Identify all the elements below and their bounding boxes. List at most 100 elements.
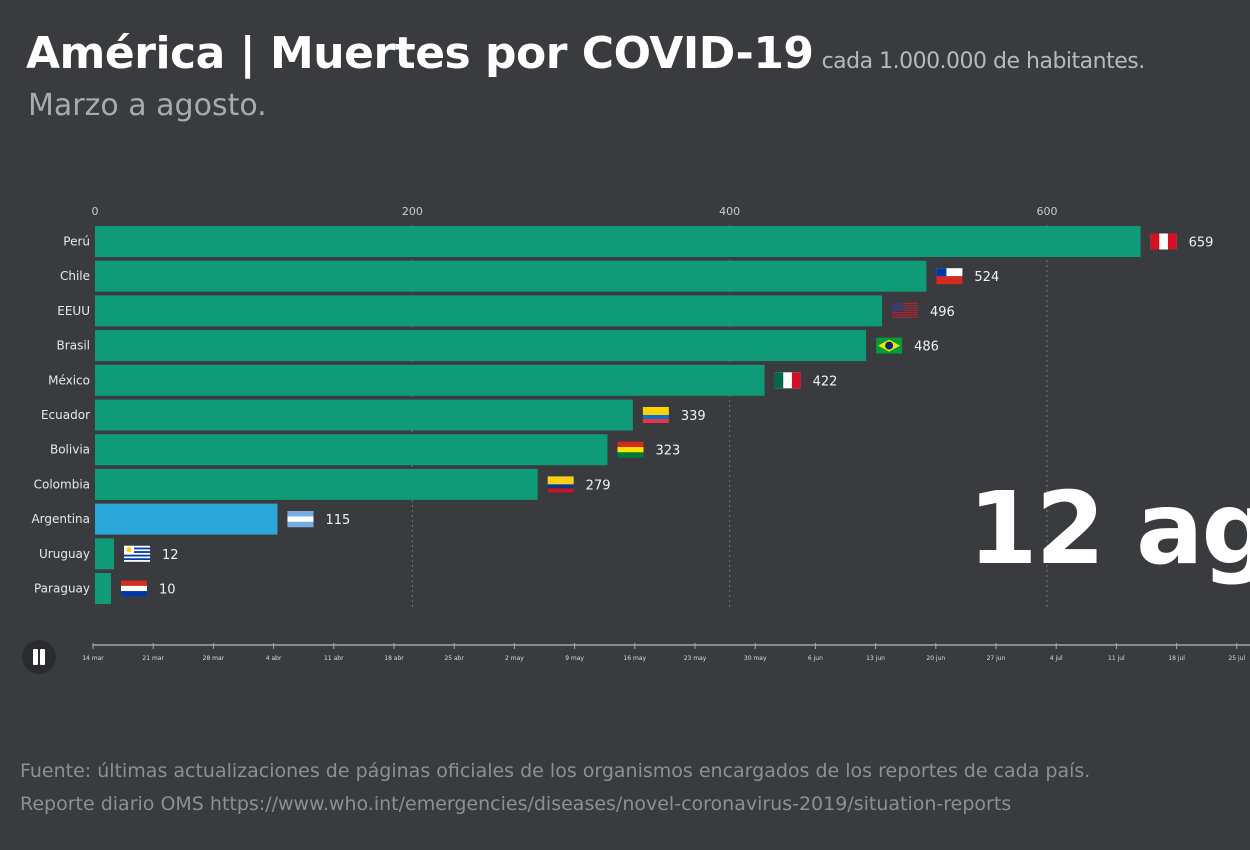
paraguay-flag-part xyxy=(121,585,147,592)
bar-value-label: 486 xyxy=(914,340,939,355)
bar-row: Uruguay 12 xyxy=(39,538,179,570)
bar xyxy=(95,503,278,535)
bar xyxy=(95,330,867,362)
usa-flag-part xyxy=(891,305,918,307)
uruguay-flag-part xyxy=(124,547,151,550)
usa-flag-part xyxy=(891,312,918,314)
timeline-label: 4 jul xyxy=(1050,655,1063,662)
timeline-label: 18 jul xyxy=(1168,655,1185,662)
usa-flag-part xyxy=(891,316,918,318)
timeline-label: 16 may xyxy=(623,655,646,662)
bar xyxy=(95,226,1141,257)
bar-row: México 422 xyxy=(48,364,838,396)
timeline-label: 9 may xyxy=(565,655,584,662)
bar-category-label: Ecuador xyxy=(41,408,90,422)
bar-row: Ecuador 339 xyxy=(41,399,706,431)
usa-flag-part xyxy=(891,302,918,305)
bar-value-label: 339 xyxy=(681,409,706,424)
title-note: cada 1.000.000 de habitantes. xyxy=(821,49,1146,74)
x-tick-label: 0 xyxy=(92,205,99,218)
bar xyxy=(95,295,882,327)
bar-row: Colombia 279 xyxy=(34,468,611,500)
uruguay-flag-part xyxy=(124,558,151,561)
timeline-label: 6 jun xyxy=(808,655,823,662)
bar-category-label: Brasil xyxy=(57,339,90,353)
usa-flag-part xyxy=(891,307,918,309)
ecuador-flag-part xyxy=(642,415,669,419)
bar-category-label: México xyxy=(48,373,90,387)
bar-row: Brasil 486 xyxy=(57,330,939,362)
usa-flag-part xyxy=(891,309,918,311)
bar-value-label: 659 xyxy=(1189,236,1214,251)
bar-value-label: 12 xyxy=(162,548,179,563)
source-note: Fuente: últimas actualizaciones de págin… xyxy=(20,760,1091,782)
mexico-flag-part xyxy=(774,372,784,389)
bar-row: EEUU 496 xyxy=(57,295,955,327)
timeline-label: 13 jun xyxy=(866,655,885,662)
timeline-label: 4 abr xyxy=(266,655,282,662)
peru-flag-part xyxy=(1167,233,1177,250)
argentina-flag-part xyxy=(287,511,314,517)
paraguay-flag-part xyxy=(121,591,147,597)
usa-flag-part xyxy=(891,302,903,311)
bar xyxy=(95,434,608,466)
bar xyxy=(95,468,538,500)
bar-value-label: 115 xyxy=(325,513,350,528)
bar-category-label: EEUU xyxy=(57,304,90,318)
pause-button[interactable] xyxy=(22,640,56,674)
timeline-label: 11 abr xyxy=(324,655,344,662)
uruguay-flag-part xyxy=(124,551,151,553)
mexico-flag-part xyxy=(791,372,801,389)
x-tick-label: 200 xyxy=(402,205,423,218)
x-tick-label: 400 xyxy=(719,205,740,218)
timeline-label: 30 may xyxy=(744,655,767,662)
paraguay-flag-part xyxy=(121,580,147,586)
bar-category-label: Chile xyxy=(60,269,90,283)
bar-category-label: Uruguay xyxy=(39,547,90,561)
bar xyxy=(95,573,111,604)
bar-row: Bolivia 323 xyxy=(50,434,680,466)
bar-row: Perú 659 xyxy=(63,226,1213,257)
bar-value-label: 422 xyxy=(813,374,838,389)
peru-flag-part xyxy=(1150,233,1160,250)
timeline-label: 14 mar xyxy=(82,655,104,662)
timeline-label: 11 jul xyxy=(1108,655,1125,662)
chile-flag-part xyxy=(936,268,963,277)
timeline-label: 20 jun xyxy=(926,655,945,662)
bar xyxy=(95,538,115,570)
bar xyxy=(95,260,927,292)
bar-category-label: Paraguay xyxy=(34,582,90,596)
bar-value-label: 279 xyxy=(586,478,611,493)
bar-value-label: 524 xyxy=(974,270,999,285)
bolivia-flag-part xyxy=(617,441,644,448)
bar-value-label: 496 xyxy=(930,305,955,320)
bar-value-label: 323 xyxy=(655,444,680,459)
bar xyxy=(95,399,633,431)
chart-subtitle: Marzo a agosto. xyxy=(28,88,267,123)
timeline-label: 25 abr xyxy=(444,655,464,662)
title-text: América | Muertes por COVID-19 xyxy=(26,28,814,79)
bar-category-label: Argentina xyxy=(31,512,90,526)
bar-row: Chile 524 xyxy=(60,260,999,292)
current-date: 12 ago xyxy=(968,470,1250,587)
chart-title: América | Muertes por COVID-19 cada 1.000… xyxy=(26,28,1145,79)
bar-row: Argentina 115 xyxy=(31,503,350,535)
colombia-flag-part xyxy=(547,476,574,485)
colombia-flag-part xyxy=(547,488,574,493)
bar-value-label: 10 xyxy=(159,583,176,598)
usa-flag-part xyxy=(891,314,918,316)
ecuador-flag-part xyxy=(642,407,669,415)
timeline-label: 25 jul xyxy=(1228,655,1245,662)
bar-row: Paraguay 10 xyxy=(34,573,176,604)
timeline-label: 2 may xyxy=(505,655,524,662)
timeline-label: 27 jun xyxy=(987,655,1006,662)
bolivia-flag-part xyxy=(617,447,644,453)
timeline-label: 21 mar xyxy=(142,655,164,662)
uruguay-sun xyxy=(126,547,132,553)
report-note[interactable]: Reporte diario OMS https://www.who.int/e… xyxy=(20,793,1012,815)
ecuador-flag-part xyxy=(642,419,669,423)
timeline-slider[interactable]: 14 mar 21 mar 28 mar 4 abr 11 abr 18 abr 25 ab… xyxy=(0,640,1250,680)
uruguay-flag-part xyxy=(124,554,151,557)
bar-category-label: Bolivia xyxy=(50,443,90,457)
